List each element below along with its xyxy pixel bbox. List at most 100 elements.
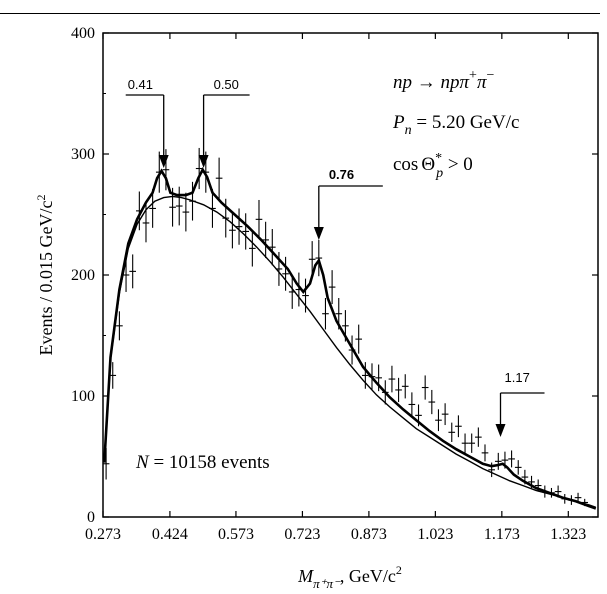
peak-arrow-head [158,155,169,168]
x-axis-title-main: M [297,566,314,586]
data-point [475,427,482,447]
background-curve [103,195,597,508]
data-point [189,181,196,221]
events-sym: N [135,452,150,473]
x-tick-label: 0.873 [351,526,387,543]
y-axis-title: Events / 0.015 GeV/c2 [34,195,56,356]
data-point [142,203,150,243]
x-tick-label: 1.323 [550,526,586,543]
angle-rest: > 0 [443,154,473,175]
data-point [182,192,190,232]
data-point [222,198,230,238]
reaction-label: np → npπ+π− [393,68,494,93]
reaction-b: npπ [441,72,470,93]
y-axis-title-main: Events / 0.015 GeV/c [36,201,56,356]
reaction-sup1: + [469,68,477,83]
data-point [521,469,529,485]
data-point [155,151,163,193]
angle-label: cos Θ* p > 0 [393,151,473,181]
data-point [541,485,549,498]
data-point [136,191,143,231]
x-axis-title: Mπ⁺π⁻, GeV/c2 [297,563,402,591]
data-point [275,252,283,286]
y-tick-label: 100 [71,388,95,405]
y-tick-label: 300 [71,146,95,163]
data-point [342,310,349,342]
data-point [581,498,589,507]
peak-arrow-head [198,155,209,168]
data-point [122,258,130,292]
data-point [568,495,575,505]
reaction-sup2: − [486,68,494,83]
peak-label: 0.41 [128,77,153,92]
reaction-c: π [477,72,487,93]
x-tick-label: 0.273 [85,526,121,543]
data-point [375,364,382,392]
peak-label: 0.76 [329,167,354,182]
y-axis: 0 100 200 300 400 [71,25,598,526]
data-point [514,460,522,475]
data-point [268,229,276,266]
data-point [169,187,176,227]
data-point [461,433,469,453]
x-tick-label: 1.173 [484,526,520,543]
angle-sub: p [435,166,443,181]
data-point [262,221,269,259]
y-tick-label: 400 [71,25,95,42]
data-point [561,494,569,504]
data-point [528,475,535,488]
data-point [428,389,436,415]
data-point [302,278,309,313]
data-point [102,448,110,480]
data-point [408,392,416,417]
data-point [355,324,363,354]
data-point [229,212,236,249]
data-point [455,415,462,438]
data-point [195,147,203,190]
data-point [448,422,456,442]
data-point [235,208,243,245]
data-point [401,374,409,399]
momentum-sym: P [392,112,405,133]
x-axis-title-unit: , GeV/c [340,566,396,586]
data-point [388,365,396,393]
data-point [435,409,442,432]
data-point [441,403,449,426]
peak-marker: 0.76 [313,167,383,240]
data-point [368,363,376,390]
data-point [415,404,422,427]
data-point [534,479,542,492]
x-tick-label: 0.723 [284,526,320,543]
peak-arrow-head [313,227,324,240]
data-points [102,147,589,507]
x-axis-title-sub: π⁺π⁻ [313,576,341,591]
peak-marker: 1.17 [495,370,545,437]
x-tick-label: 0.424 [152,526,188,543]
data-point [381,380,389,405]
data-point [554,485,562,498]
peak-marker: 0.41 [125,77,169,168]
data-point [282,256,289,291]
angle-sup: * [435,151,442,166]
data-point [215,157,223,199]
y-axis-title-sup: 2 [34,195,48,201]
angle-sym: Θ [421,154,435,175]
data-point [315,239,323,277]
data-point [209,189,216,228]
data-point [468,433,476,453]
plot-frame [102,32,599,518]
data-point [322,297,329,330]
data-point [149,189,156,228]
x-tick-label: 1.023 [417,526,453,543]
data-point [175,186,183,226]
data-point [501,451,509,469]
peak-markers: 0.41 0.50 0.76 1.17 [125,77,545,437]
data-point [335,297,343,330]
momentum-label: Pn = 5.20 GeV/c [392,112,519,138]
peak-label: 1.17 [505,370,530,385]
data-point [548,487,555,498]
data-point [362,362,369,389]
peak-label: 0.50 [214,77,239,92]
data-point [328,270,336,305]
